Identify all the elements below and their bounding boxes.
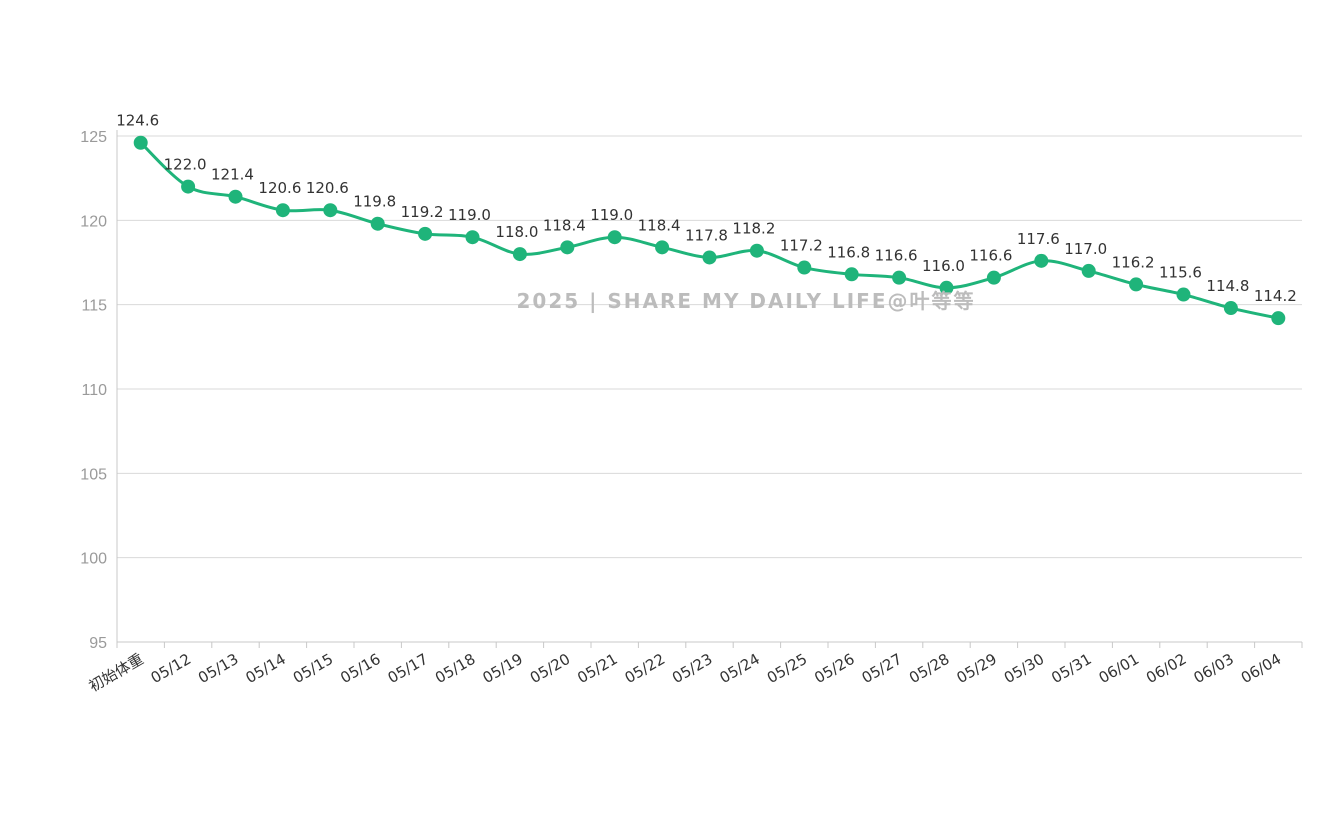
data-point xyxy=(1081,263,1096,278)
data-point xyxy=(370,216,385,231)
data-point xyxy=(939,280,954,295)
data-point xyxy=(1271,311,1286,326)
data-label: 114.2 xyxy=(1254,287,1297,305)
y-tick-label: 105 xyxy=(80,466,107,483)
data-point xyxy=(323,203,338,218)
watermark-text: 2025 | SHARE MY DAILY LIFE@叶等等 xyxy=(517,289,976,313)
x-tick-label: 05/12 xyxy=(148,650,194,687)
data-label: 117.2 xyxy=(780,237,823,255)
data-point xyxy=(749,243,764,258)
gridlines xyxy=(117,135,1302,559)
data-label: 119.8 xyxy=(353,193,396,211)
data-point xyxy=(181,179,196,194)
data-point xyxy=(702,250,717,265)
data-point xyxy=(228,189,243,204)
x-tick-label: 06/03 xyxy=(1190,650,1236,687)
y-tick-label: 115 xyxy=(81,298,107,315)
y-tick-label: 110 xyxy=(81,382,107,399)
data-label: 117.0 xyxy=(1064,240,1107,258)
data-label: 124.6 xyxy=(116,112,159,130)
data-point xyxy=(560,240,575,255)
x-tick-label: 05/25 xyxy=(764,650,810,687)
data-label: 116.0 xyxy=(922,257,965,275)
x-tick-label: 06/04 xyxy=(1238,650,1284,687)
x-tick-label: 05/24 xyxy=(716,650,762,687)
data-markers xyxy=(133,135,1286,326)
data-label: 118.4 xyxy=(543,216,586,234)
x-tick-label: 05/23 xyxy=(669,650,715,687)
data-label: 120.6 xyxy=(258,179,301,197)
data-point xyxy=(275,203,290,218)
x-tick-label: 06/02 xyxy=(1143,650,1189,687)
data-label: 119.2 xyxy=(401,203,444,221)
data-point xyxy=(512,247,527,262)
data-label: 122.0 xyxy=(164,156,207,174)
x-tick-label: 05/27 xyxy=(859,650,905,687)
data-point xyxy=(1176,287,1191,302)
data-point xyxy=(418,226,433,241)
x-tick-label: 05/20 xyxy=(527,650,573,687)
x-tick-label: 05/13 xyxy=(195,650,241,687)
data-label: 119.0 xyxy=(448,206,491,224)
y-tick-label: 125 xyxy=(80,129,107,146)
x-tick-label: 05/15 xyxy=(290,650,336,687)
x-tick-label: 05/28 xyxy=(906,650,952,687)
data-point xyxy=(844,267,859,282)
data-label: 114.8 xyxy=(1206,277,1249,295)
y-tick-label: 95 xyxy=(89,635,107,652)
data-point xyxy=(892,270,907,285)
y-tick-label: 100 xyxy=(80,551,107,568)
data-point xyxy=(1034,253,1049,268)
data-label: 116.6 xyxy=(969,247,1012,265)
data-point xyxy=(1223,301,1238,316)
data-label: 117.6 xyxy=(1017,230,1060,248)
x-tick-label: 05/19 xyxy=(479,650,525,687)
x-tick-label: 初始体重 xyxy=(86,650,147,696)
data-label: 118.0 xyxy=(495,223,538,241)
y-axis-tick-labels: 95 100 105 110 115 120 125 xyxy=(80,129,107,652)
axes xyxy=(116,130,1303,648)
data-label: 116.2 xyxy=(1112,253,1155,271)
data-point xyxy=(986,270,1001,285)
data-label: 121.4 xyxy=(211,166,254,184)
data-label: 116.6 xyxy=(875,247,918,265)
x-tick-label: 05/16 xyxy=(337,650,383,687)
x-tick-label: 05/21 xyxy=(574,650,620,687)
data-point xyxy=(465,230,480,245)
x-tick-label: 05/30 xyxy=(1001,650,1047,687)
data-label: 117.8 xyxy=(685,226,728,244)
data-label: 118.4 xyxy=(638,216,681,234)
y-tick-label: 120 xyxy=(80,213,107,230)
data-point xyxy=(607,230,622,245)
data-label: 118.2 xyxy=(732,220,775,238)
data-point xyxy=(797,260,812,275)
x-tick-label: 05/17 xyxy=(385,650,431,687)
data-label: 120.6 xyxy=(306,179,349,197)
x-tick-label: 05/22 xyxy=(622,650,668,687)
data-point xyxy=(655,240,670,255)
data-label: 119.0 xyxy=(590,206,633,224)
x-tick-label: 05/14 xyxy=(242,650,288,687)
x-tick-label: 05/31 xyxy=(1048,650,1094,687)
x-tick-label: 05/29 xyxy=(953,650,999,687)
x-tick-label: 06/01 xyxy=(1096,650,1142,687)
data-point xyxy=(133,135,148,150)
data-point xyxy=(1129,277,1144,292)
data-label: 115.6 xyxy=(1159,264,1202,282)
x-axis-tick-labels: 初始体重 05/12 05/13 05/14 05/15 05/16 05/17 05/18 0… xyxy=(86,650,1285,696)
data-label: 116.8 xyxy=(827,243,870,261)
x-tick-label: 05/18 xyxy=(432,650,478,687)
x-tick-label: 05/26 xyxy=(811,650,857,687)
